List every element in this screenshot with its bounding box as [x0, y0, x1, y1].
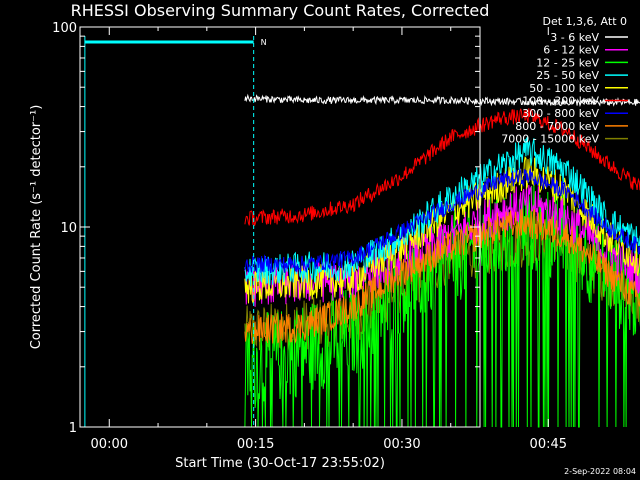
legend-label: 800 - 7000 keV — [515, 120, 599, 133]
series-line-300-800-kev — [244, 167, 640, 274]
x-tick-label: 00:45 — [530, 437, 567, 452]
plot-area: N — [84, 36, 640, 428]
series-line-100-300-kev — [244, 108, 640, 227]
y-tick-label: 10 — [60, 221, 77, 236]
legend-label: 300 - 800 keV — [522, 107, 599, 120]
chart-title: RHESSI Observing Summary Count Rates, Co… — [71, 1, 490, 20]
series-line-800-7000-kev — [244, 208, 640, 344]
flag-marker-n: N — [261, 38, 267, 47]
axes: 00:0000:1500:3000:4501:0001:1501:3011010… — [52, 21, 567, 452]
series-line-12-25-kev — [244, 183, 640, 428]
legend-label: 25 - 50 keV — [536, 69, 599, 82]
generation-timestamp: 2-Sep-2022 08:04 — [564, 467, 636, 476]
legend-label: 100 - 300 keV — [522, 95, 599, 108]
legend-label: 3 - 6 keV — [550, 31, 599, 44]
x-axis-label: Start Time (30-Oct-17 23:55:02) — [175, 456, 385, 471]
legend-label: 6 - 12 keV — [543, 44, 599, 57]
x-tick-label: 00:15 — [237, 437, 274, 452]
x-tick-label: 00:00 — [91, 437, 128, 452]
legend-header: Det 1,3,6, Att 0 — [543, 15, 627, 28]
y-axis-label: Corrected Count Rate (s⁻¹ detector⁻¹) — [29, 105, 44, 350]
legend-label: 7000 - 15000 keV — [501, 133, 599, 146]
series-line-25-50-kev — [244, 136, 640, 287]
series-line-3-6-kev — [244, 93, 640, 107]
x-tick-label: 00:30 — [383, 437, 420, 452]
y-tick-label: 1 — [69, 421, 77, 436]
legend-label: 12 - 25 keV — [536, 56, 599, 69]
legend-label: 50 - 100 keV — [529, 82, 599, 95]
series-line-50-100-kev — [244, 156, 640, 304]
y-tick-label: 100 — [52, 21, 77, 36]
